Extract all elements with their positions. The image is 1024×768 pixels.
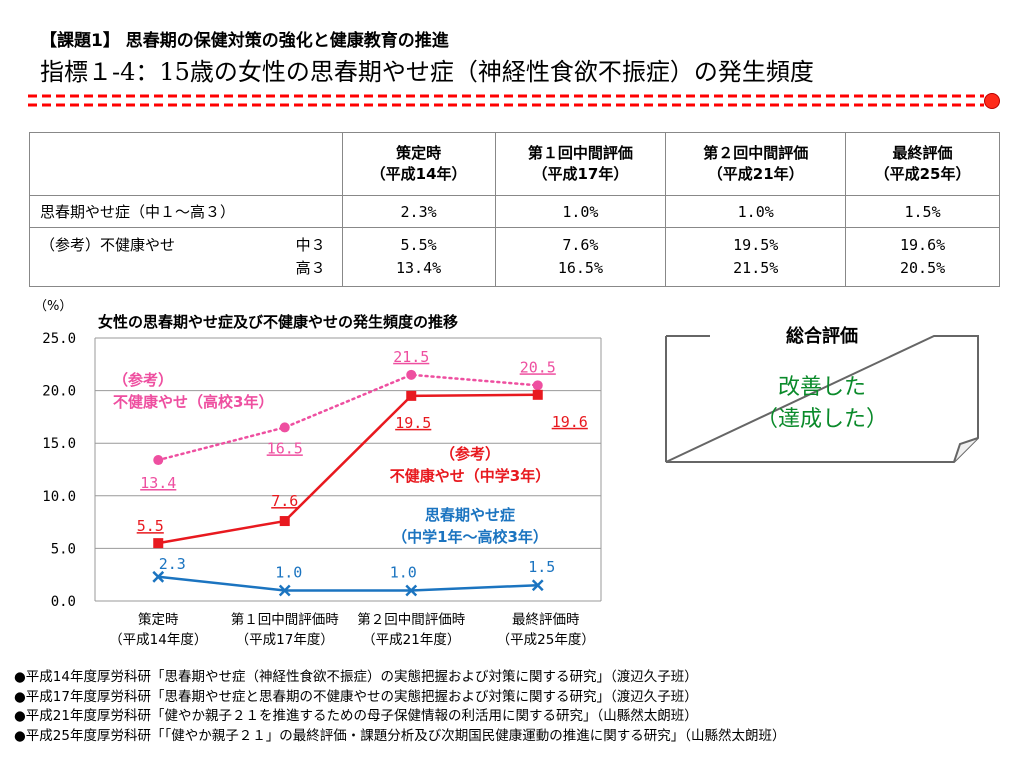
data-point <box>531 579 544 592</box>
data-label: 1.5 <box>528 558 555 576</box>
data-point <box>532 389 543 400</box>
series-line <box>158 575 538 592</box>
chart-title: 女性の思春期やせ症及び不健康やせの発生頻度の推移 <box>98 313 458 331</box>
table-cell: 19.6% 20.5% <box>845 227 1000 287</box>
data-point-stroke <box>405 584 418 597</box>
series-line <box>158 393 538 545</box>
data-label: 13.4 <box>140 474 176 492</box>
row-label: 思春期やせ症（中１～高３） <box>29 195 343 228</box>
x-tick-label: （平成14年度） <box>109 632 207 648</box>
y-tick-label: 20.0 <box>42 384 76 400</box>
x-tick-label: 第２回中間評価時 <box>357 611 465 628</box>
summary-result: 改善した （達成した） <box>755 375 888 432</box>
data-label: 16.5 <box>267 439 303 457</box>
data-label: 5.5 <box>137 517 164 535</box>
table-cell: 1.0% <box>494 195 667 228</box>
data-point <box>532 380 543 391</box>
data-label: 20.5 <box>520 358 556 376</box>
table-row: （参考）不健康やせ 中３ 高３ 5.5% 13.4% 7.6% 16.5% 19.5%… <box>29 227 1000 287</box>
table-cell: 19.5% 21.5% <box>665 227 847 287</box>
series-line <box>157 373 539 462</box>
column-header: 最終評価 （平成25年） <box>845 132 1000 196</box>
table-row: 思春期やせ症（中１～高３） 2.3% 1.0% 1.0% 1.5% <box>29 195 1000 228</box>
y-tick-label: 15.0 <box>42 436 76 452</box>
data-label: 21.5 <box>393 348 429 366</box>
series-name-label: （中学1年～高校3年） <box>392 528 548 546</box>
reference-list: ●平成14年度厚労科研「思春期やせ症（神経性食欲不振症）の実態把握および対策に関… <box>14 668 785 746</box>
data-label: 1.0 <box>390 563 417 581</box>
task-heading: 【課題1】 思春期の保健対策の強化と健康教育の推進 <box>40 31 449 51</box>
data-point <box>406 390 417 401</box>
stats-table: 策定時 （平成14年） 第１回中間評価 （平成17年） 第２回中間評価 （平成21年）… <box>29 132 1000 287</box>
data-point <box>153 455 164 466</box>
summary-title: 総合評価 <box>786 326 858 347</box>
x-tick-label: 策定時 <box>138 611 179 628</box>
data-point <box>279 516 290 527</box>
y-axis-label: （%） <box>34 299 72 314</box>
y-tick-label: 25.0 <box>42 331 76 347</box>
x-tick-label: （平成25年度） <box>497 632 595 648</box>
y-tick-label: 5.0 <box>51 541 76 557</box>
table-corner-cell <box>29 132 343 196</box>
data-label: 1.0 <box>275 563 302 581</box>
data-label: 19.6 <box>552 413 588 431</box>
series-name-label: 思春期やせ症 <box>425 506 515 524</box>
data-point-stroke <box>278 584 291 597</box>
series-name-label: （参考） <box>113 371 173 389</box>
data-label: 2.3 <box>159 555 186 573</box>
data-point <box>406 369 417 380</box>
data-point <box>278 584 291 597</box>
x-tick-label: （平成17年度） <box>236 632 334 648</box>
data-label: 19.5 <box>395 414 431 432</box>
data-point <box>279 422 290 433</box>
reference-item: ●平成17年度厚労科研「思春期やせ症と思春期の不健康やせの実態把握および対策に関… <box>14 688 698 705</box>
data-point-stroke <box>531 579 544 592</box>
data-point-stroke <box>152 570 165 583</box>
y-tick-label: 10.0 <box>42 489 76 505</box>
data-point <box>153 538 164 549</box>
table-cell: 5.5% 13.4% <box>341 227 496 287</box>
table-cell: 2.3% <box>341 195 496 228</box>
title-divider <box>28 94 984 107</box>
table-cell: 1.5% <box>845 195 1000 228</box>
data-point <box>152 570 165 583</box>
reference-item: ●平成21年度厚労科研「健やか親子２１を推進するための母子保健情報の利活用に関す… <box>14 708 698 724</box>
data-point <box>405 584 418 597</box>
x-tick-label: （平成21年度） <box>362 632 460 648</box>
series-name-label: （参考） <box>440 445 500 463</box>
table-cell: 7.6% 16.5% <box>494 227 667 287</box>
divider-dot <box>984 93 1000 109</box>
column-header: 策定時 （平成14年） <box>341 132 496 196</box>
x-tick-label: 第１回中間評価時 <box>231 611 339 628</box>
column-header: 第１回中間評価 （平成17年） <box>494 132 667 196</box>
y-tick-label: 0.0 <box>51 594 76 610</box>
summary-box <box>665 335 979 463</box>
reference-item: ●平成14年度厚労科研「思春期やせ症（神経性食欲不振症）の実態把握および対策に関… <box>14 669 698 685</box>
x-tick-label: 最終評価時 <box>512 612 580 628</box>
series-name-label: 不健康やせ（高校3年） <box>113 393 273 411</box>
row-label: （参考）不健康やせ 中３ 高３ <box>29 227 343 287</box>
table-cell: 1.0% <box>665 195 847 228</box>
trend-chart: （%） 女性の思春期やせ症及び不健康やせの発生頻度の推移 0.0 5.0 10.0 1… <box>34 299 602 648</box>
indicator-title: 指標１-4：15歳の女性の思春期やせ症（神経性食欲不振症）の発生頻度 <box>40 58 814 86</box>
table-header-row: 策定時 （平成14年） 第１回中間評価 （平成17年） 第２回中間評価 （平成21年）… <box>29 132 1000 196</box>
data-label: 7.6 <box>271 492 298 510</box>
column-header: 第２回中間評価 （平成21年） <box>665 132 847 196</box>
reference-item: ●平成25年度厚労科研「「健やか親子２１」の最終評価・課題分析及び次期国民健康運… <box>14 727 786 744</box>
series-name-label: 不健康やせ（中学3年） <box>390 467 550 485</box>
